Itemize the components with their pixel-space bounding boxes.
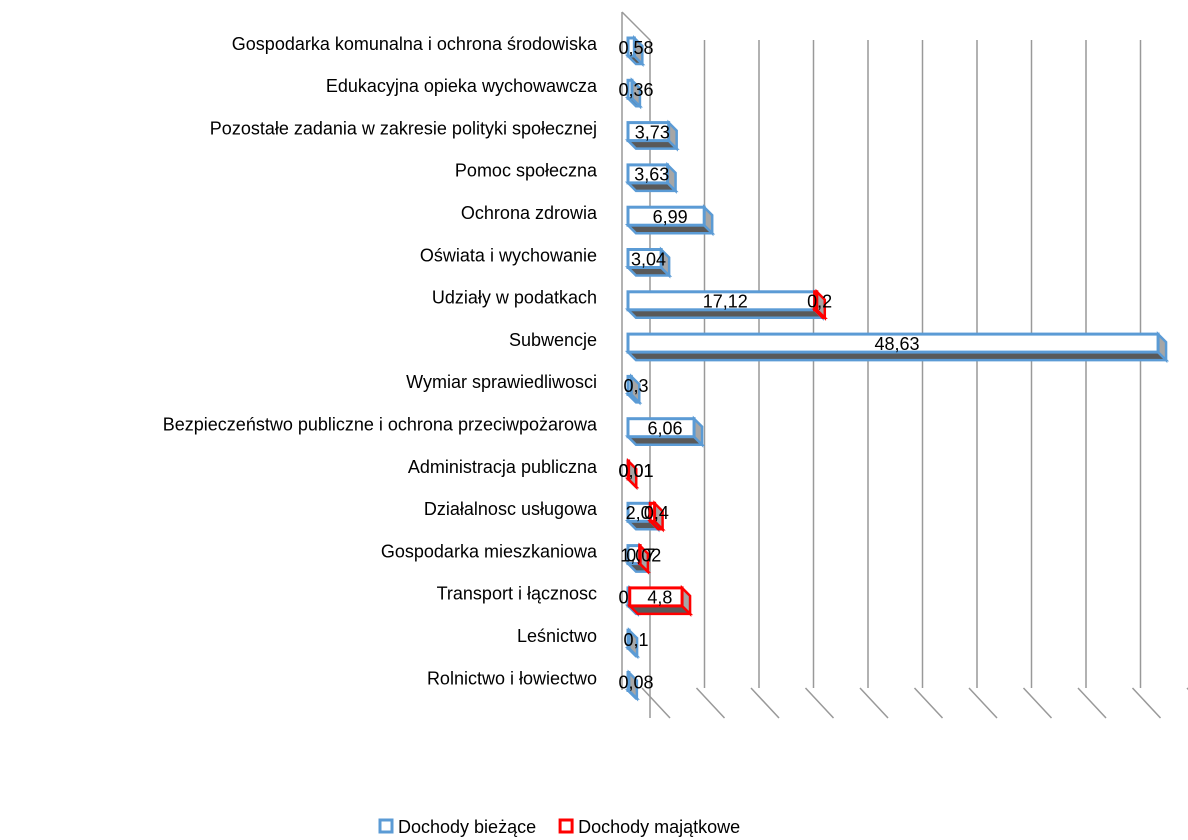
category-label: Działalnosc usługowa [424, 499, 598, 519]
legend-label: Dochody bieżące [398, 817, 536, 837]
category-label: Gospodarka komunalna i ochrona środowisk… [232, 34, 598, 54]
data-label: 3,04 [631, 249, 666, 269]
bar-face [626, 248, 663, 269]
category-label: Wymiar sprawiedliwosci [406, 372, 597, 392]
data-label: 0,08 [618, 672, 653, 692]
bar [624, 161, 679, 194]
category-label: Rolnictwo i łowiectwo [427, 668, 597, 688]
bar [624, 373, 643, 406]
category-label: Pozostałe zadania w zakresie polityki sp… [210, 118, 597, 138]
floor-line [695, 687, 726, 719]
data-label: 3,63 [634, 165, 669, 185]
bar [626, 584, 694, 617]
bar-face [626, 36, 636, 58]
category-label: Ochrona zdrowia [461, 203, 598, 223]
bar [624, 331, 1170, 364]
bar [624, 119, 680, 152]
legend-swatch [378, 818, 394, 834]
bar [625, 457, 640, 491]
data-label: 6,99 [653, 207, 688, 227]
category-label: Gospodarka mieszkaniowa [381, 541, 598, 561]
data-label: 0,02 [626, 545, 661, 565]
bar-face [626, 205, 706, 227]
category-label: Pomoc społeczna [455, 161, 598, 181]
category-label: Subwencje [509, 330, 597, 350]
category-label: Transport i łącznosc [437, 584, 597, 604]
bar-face [626, 417, 696, 439]
bar-face [626, 121, 671, 143]
bar-face [626, 78, 634, 100]
category-label: Edukacyjna opieka wychowawcza [326, 76, 598, 96]
floor-line [859, 687, 889, 719]
data-label: 48,63 [875, 334, 920, 354]
bar-face [626, 374, 633, 396]
bar-face [813, 290, 819, 312]
bar-face [638, 544, 642, 566]
category-label: Administracja publiczna [408, 457, 598, 477]
bar-face [626, 628, 631, 650]
bar [624, 204, 716, 237]
category-label: Bezpieczeństwo publiczne i ochrona przec… [163, 414, 598, 434]
data-label: 0,36 [618, 80, 653, 100]
bar-face [628, 586, 684, 608]
data-label: 0,2 [807, 292, 832, 312]
floor-line [913, 687, 944, 719]
data-label: 3,73 [635, 122, 670, 142]
legend-label: Dochody majątkowe [578, 817, 740, 837]
floor-line [968, 687, 998, 719]
bar-face [626, 163, 670, 185]
axis-line [621, 11, 651, 718]
floor-line [1077, 687, 1107, 719]
floor-line [804, 687, 835, 719]
data-label: 0,58 [618, 38, 653, 58]
data-label: 0,01 [618, 461, 653, 481]
data-label: 6,06 [648, 418, 683, 438]
bar-face [626, 459, 631, 481]
floor-line [1022, 687, 1053, 719]
bar [624, 669, 640, 702]
data-label: 0,1 [623, 630, 648, 650]
bar [624, 627, 641, 660]
bar [624, 34, 646, 68]
data-label: 0,4 [644, 503, 669, 523]
data-label: 4,8 [647, 588, 672, 608]
bar [647, 500, 666, 533]
bar-face [626, 671, 631, 692]
data-label: 0,3 [623, 376, 648, 396]
bar [636, 542, 651, 575]
bar [624, 415, 706, 448]
category-label: Leśnictwo [517, 626, 597, 646]
bar-face [648, 501, 657, 523]
category-label: Oświata i wychowanie [420, 245, 597, 265]
bar [811, 288, 828, 321]
bar [624, 77, 643, 110]
bar-face [626, 332, 1160, 354]
floor-line [641, 687, 671, 719]
floor-line [1131, 687, 1162, 719]
bar [624, 246, 673, 279]
legend-swatch [558, 818, 574, 834]
floor-line [750, 687, 780, 719]
data-label: 17,12 [703, 292, 748, 312]
category-label: Udziały w podatkach [432, 288, 597, 308]
